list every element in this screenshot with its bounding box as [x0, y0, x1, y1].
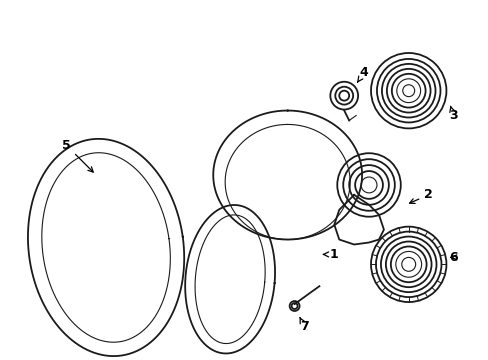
Text: 1: 1: [323, 248, 338, 261]
Text: 3: 3: [448, 106, 457, 122]
Text: 7: 7: [299, 318, 308, 333]
Text: 2: 2: [409, 188, 432, 203]
Text: 4: 4: [357, 66, 367, 82]
Text: 5: 5: [62, 139, 93, 172]
Text: 6: 6: [448, 251, 457, 264]
